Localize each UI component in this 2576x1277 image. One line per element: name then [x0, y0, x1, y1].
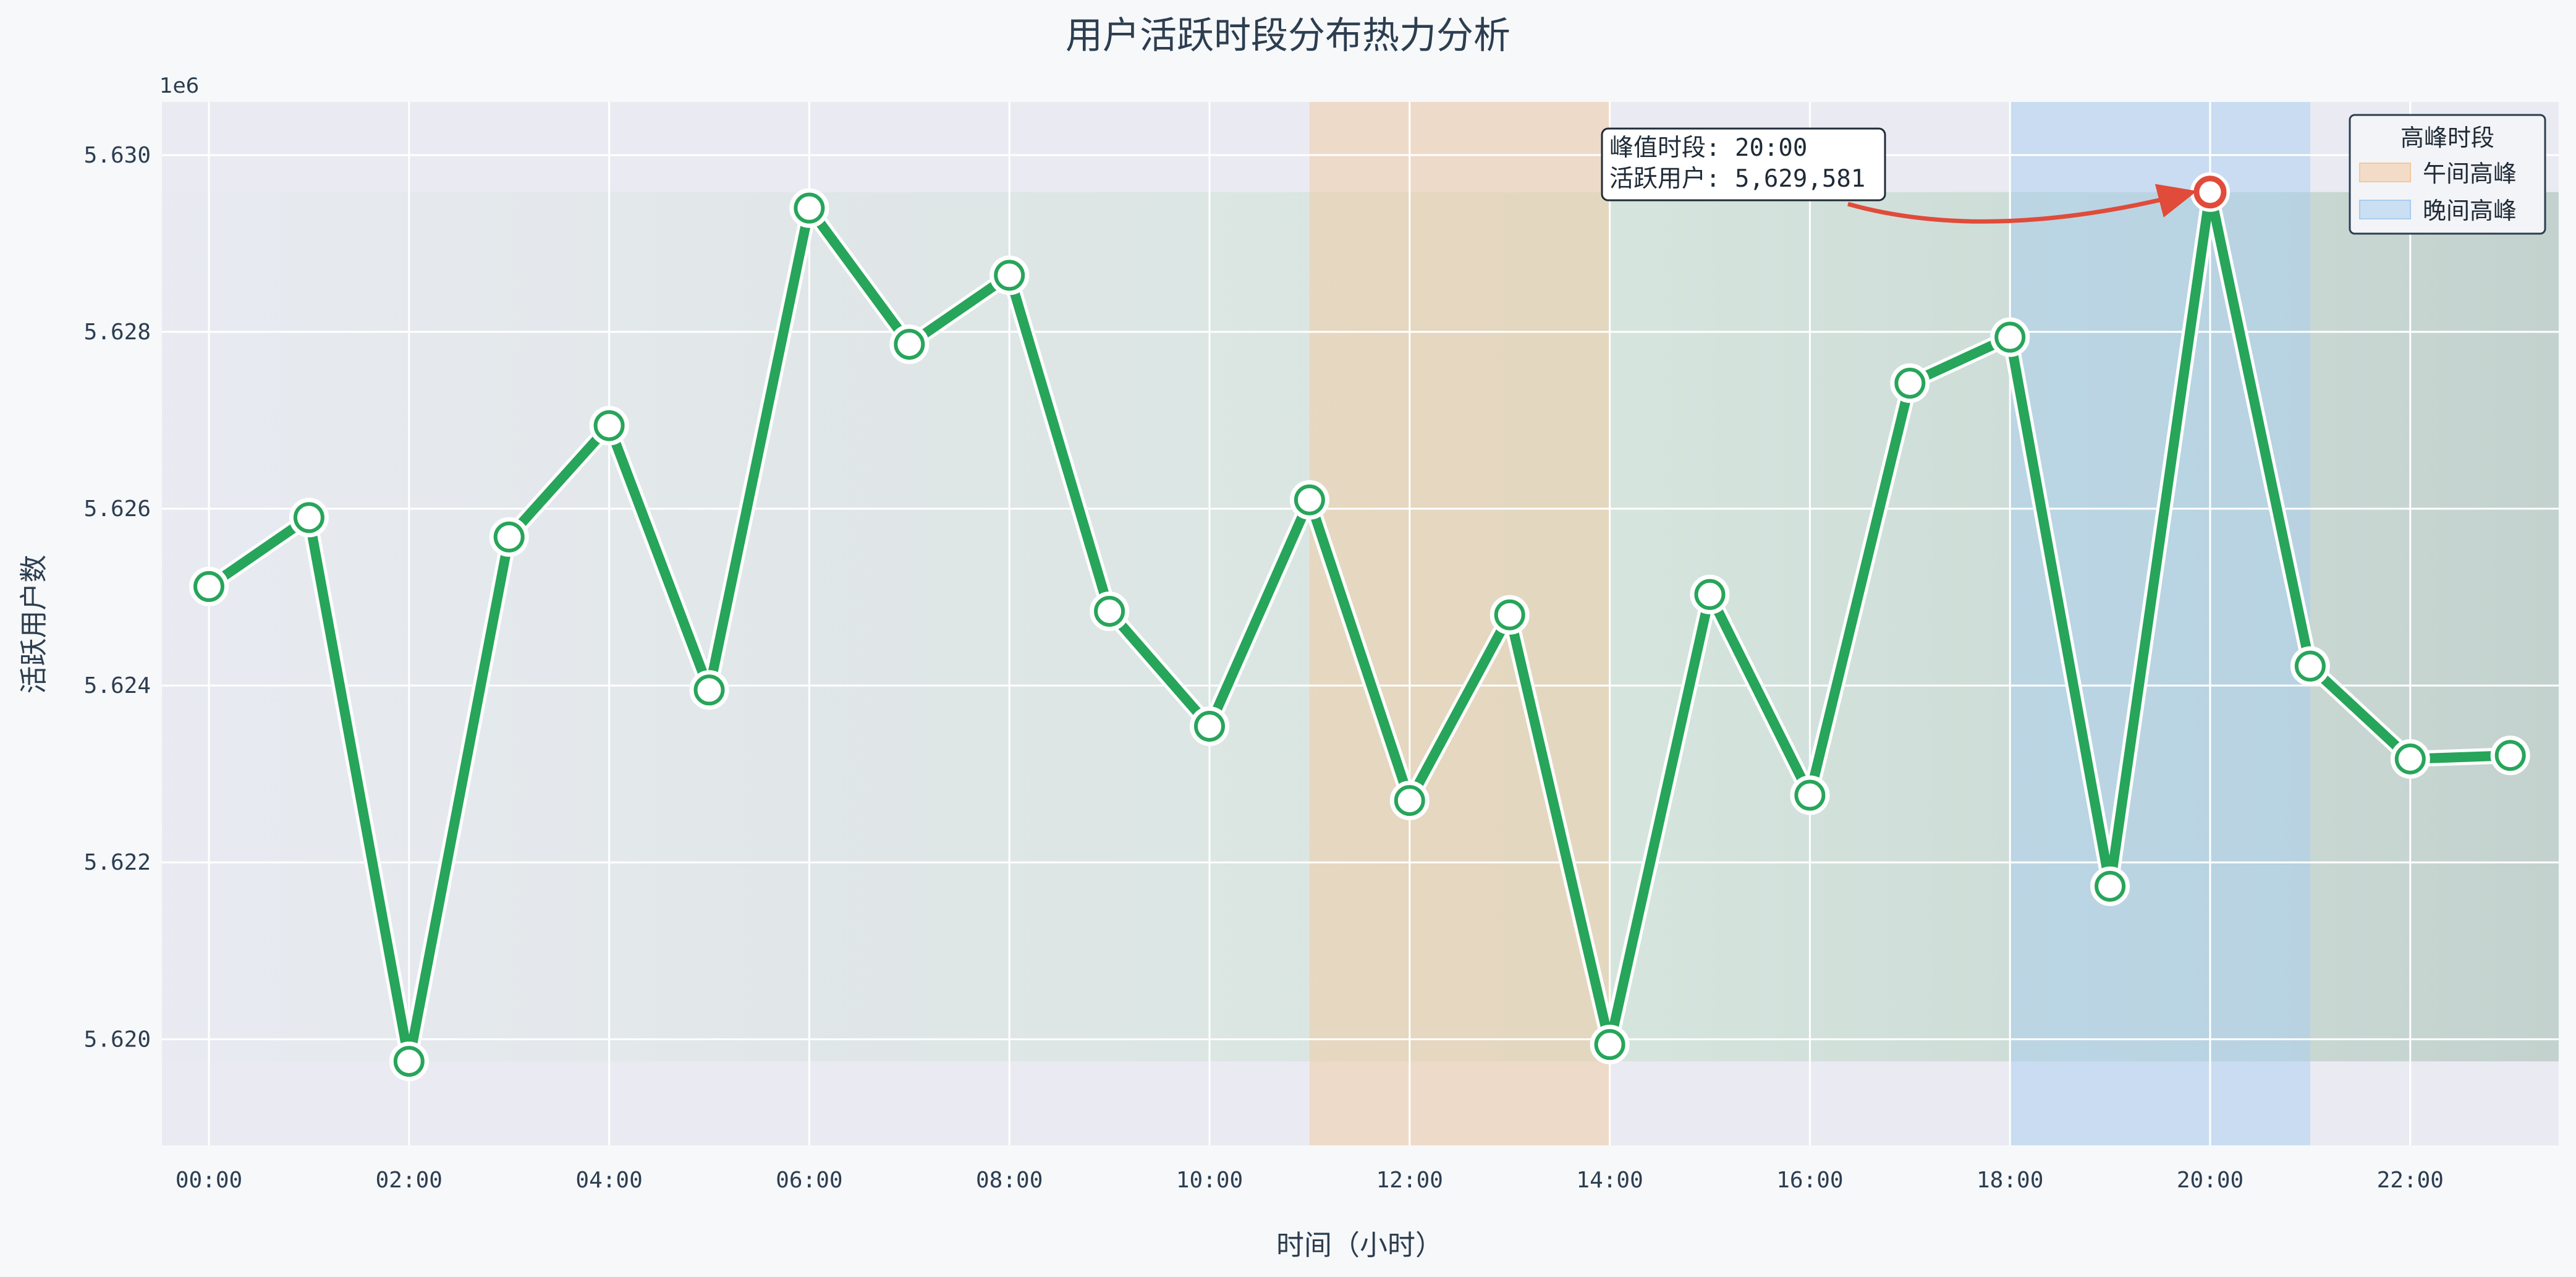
legend-title: 高峰时段 [2400, 124, 2494, 151]
x-axis-label: 时间（小时） [1276, 1229, 1443, 1262]
data-point [1094, 595, 1125, 627]
x-tick-label: 00:00 [176, 1168, 242, 1193]
peak-data-point [2193, 176, 2227, 209]
data-point [193, 571, 224, 602]
legend-swatch-evening-peak [2359, 200, 2411, 219]
x-tick-label: 10:00 [1176, 1168, 1243, 1193]
y-tick-label: 5.624 [84, 673, 151, 698]
legend-swatch-noon-peak [2359, 163, 2411, 182]
data-point [593, 410, 625, 441]
y-axis-label: 活跃用户数 [17, 554, 50, 694]
data-point [2294, 650, 2326, 682]
y-tick-label: 5.630 [84, 143, 151, 168]
data-point [1394, 785, 1425, 817]
y-offset-label: 1e6 [159, 74, 199, 98]
y-tick-label: 5.620 [84, 1027, 151, 1052]
data-point [1194, 710, 1225, 742]
data-point [894, 328, 925, 360]
legend: 高峰时段 午间高峰 晚间高峰 [2349, 114, 2546, 235]
data-point [1694, 579, 1726, 610]
x-tick-label: 04:00 [575, 1168, 642, 1193]
y-tick-label: 5.626 [84, 496, 151, 522]
data-point [493, 521, 525, 553]
x-tick-label: 20:00 [2177, 1168, 2243, 1193]
annotation-box [1601, 127, 1886, 202]
data-point [393, 1046, 425, 1077]
y-tick-label: 5.628 [84, 320, 151, 345]
data-point [1994, 321, 2026, 353]
annotation-arrow [1847, 184, 2197, 224]
data-point [2095, 870, 2126, 902]
legend-label-evening-peak: 晚间高峰 [2423, 197, 2517, 224]
legend-label-noon-peak: 午间高峰 [2423, 160, 2517, 187]
series-line [206, 187, 2510, 1067]
y-axis: 5.620 5.622 5.624 5.626 5.628 5.630 [84, 143, 151, 1053]
x-tick-label: 08:00 [976, 1168, 1043, 1193]
data-point [794, 192, 825, 224]
data-point [1594, 1029, 1625, 1060]
x-tick-label: 14:00 [1576, 1168, 1643, 1193]
data-point [1494, 599, 1525, 630]
series-line-group [189, 172, 2530, 1082]
x-axis: 00:00 02:00 04:00 06:00 08:00 10:00 12:00 14:00… [176, 1168, 2444, 1193]
data-point [1794, 779, 1826, 811]
data-point [2394, 743, 2426, 774]
x-tick-label: 18:00 [1976, 1168, 2043, 1193]
data-point [1894, 367, 1926, 399]
peak-annotation: 峰值时段: 20:00 活跃用户: 5,629,581 [1601, 127, 2197, 224]
peak-band-0 [1309, 102, 1610, 1145]
data-point [293, 502, 324, 533]
data-point [1294, 484, 1325, 515]
data-point [2494, 740, 2526, 771]
chart-title: 用户活跃时段分布热力分析 [1066, 14, 1510, 57]
annotation-line2: 活跃用户: 5,629,581 [1609, 165, 1865, 193]
data-point [693, 674, 725, 706]
y-tick-label: 5.622 [84, 850, 151, 875]
x-tick-label: 12:00 [1376, 1168, 1443, 1193]
peak-bands [1309, 102, 2310, 1145]
x-tick-label: 06:00 [776, 1168, 842, 1193]
data-point [994, 260, 1025, 291]
x-tick-label: 16:00 [1776, 1168, 1843, 1193]
grid-lines [162, 102, 2559, 1145]
x-tick-label: 02:00 [376, 1168, 443, 1193]
annotation-line1: 峰值时段: 20:00 [1609, 134, 1807, 162]
x-tick-label: 22:00 [2377, 1168, 2444, 1193]
